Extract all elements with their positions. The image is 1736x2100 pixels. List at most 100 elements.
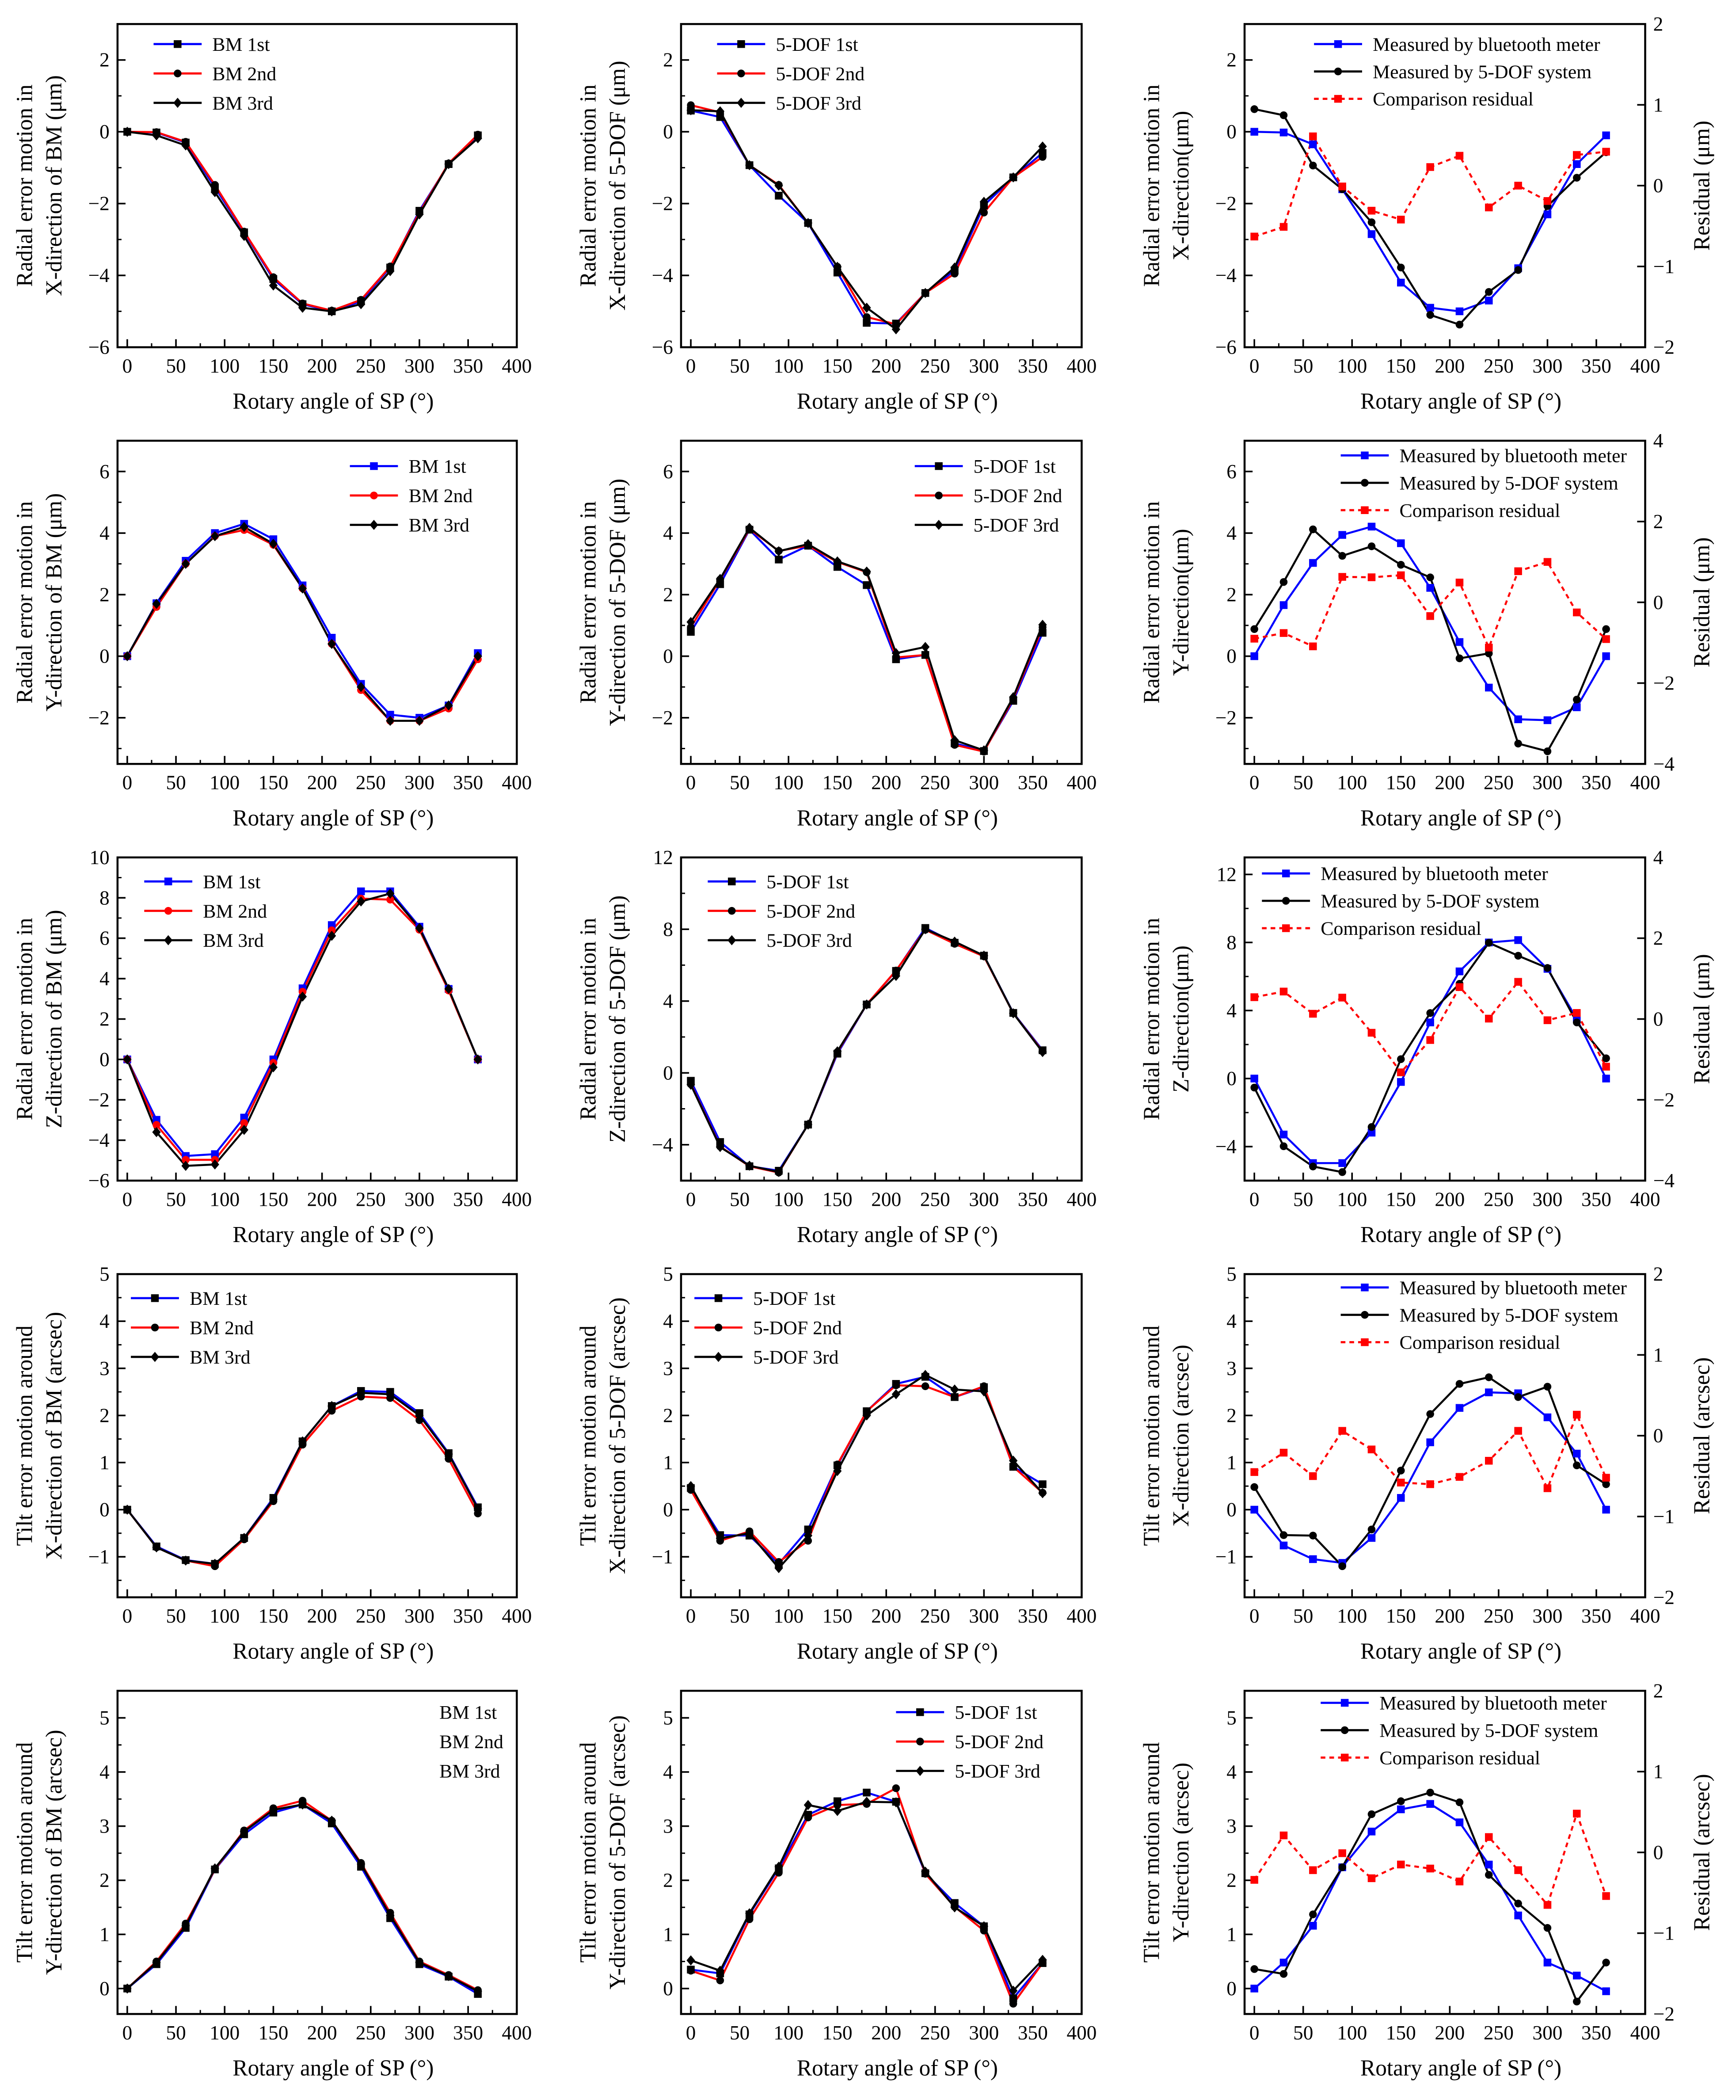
data-point bbox=[833, 1466, 842, 1476]
data-point bbox=[891, 971, 901, 981]
series-line-0 bbox=[1253, 1391, 1607, 1564]
data-point bbox=[1397, 1078, 1405, 1086]
data-point bbox=[1279, 1541, 1288, 1550]
data-point bbox=[444, 1449, 453, 1460]
data-point bbox=[716, 1965, 725, 1976]
chart-panel-r5c3: 0 50 100 150 200 250 300 350 400 0 1 2 3 4 5 −2 −1 0 1 2 Res… bbox=[1139, 1680, 1715, 2081]
x-tick-label: 150 bbox=[258, 355, 288, 377]
x-tick-label: 150 bbox=[1386, 355, 1416, 377]
legend-marker bbox=[737, 69, 745, 77]
legend-marker bbox=[916, 1708, 924, 1716]
y-axis-label: Tilt error motion around bbox=[1139, 1325, 1165, 1546]
x-tick-label: 300 bbox=[1532, 2022, 1562, 2044]
legend-label: BM 3rd bbox=[212, 93, 273, 114]
data-point bbox=[1397, 571, 1405, 579]
x-tick-label: 150 bbox=[822, 2022, 853, 2044]
data-point bbox=[1367, 542, 1376, 550]
legend-marker bbox=[164, 877, 172, 885]
data-point bbox=[980, 1382, 988, 1390]
y-tick-label: 2 bbox=[99, 1404, 110, 1426]
y-tick-label: 3 bbox=[663, 1815, 673, 1837]
y-tick-label: 0 bbox=[1226, 645, 1237, 667]
data-point bbox=[327, 926, 336, 934]
y-axis-label: Y-direction of BM (μm) bbox=[42, 493, 67, 712]
data-point bbox=[1279, 128, 1288, 137]
y-tick-label: 0 bbox=[663, 645, 673, 667]
plot-frame bbox=[116, 23, 518, 348]
y2-tick-label: −1 bbox=[1653, 1922, 1675, 1944]
y-axis-label: X-direction of 5-DOF (μm) bbox=[605, 61, 630, 310]
legend-marker bbox=[935, 462, 943, 470]
data-point bbox=[357, 887, 365, 896]
y-tick-label: −4 bbox=[88, 264, 110, 286]
series-line-2 bbox=[690, 526, 1044, 751]
x-tick-label: 100 bbox=[1337, 355, 1367, 377]
legend-label: 5-DOF 2nd bbox=[753, 1317, 842, 1338]
data-point bbox=[979, 1386, 989, 1397]
data-point bbox=[444, 1971, 453, 1982]
y-tick-label: 4 bbox=[663, 1761, 673, 1783]
data-point bbox=[1367, 1445, 1376, 1453]
x-tick-label: 50 bbox=[730, 1605, 750, 1627]
data-point bbox=[1602, 1505, 1610, 1514]
y-tick-label: −2 bbox=[652, 707, 673, 729]
data-point bbox=[1572, 703, 1581, 711]
legend-marker bbox=[369, 519, 378, 530]
legend: Measured by bluetooth meter Measured by 5… bbox=[1340, 1277, 1627, 1353]
y-tick-label: −6 bbox=[88, 336, 110, 358]
data-point bbox=[1514, 266, 1522, 274]
data-point bbox=[716, 1976, 724, 1985]
x-tick-label: 150 bbox=[258, 1605, 288, 1627]
data-point bbox=[921, 642, 930, 652]
data-point bbox=[1250, 1505, 1258, 1514]
series-line-2 bbox=[127, 130, 479, 313]
y-tick-label: −4 bbox=[88, 1129, 110, 1151]
y-tick-label: 0 bbox=[663, 1499, 673, 1521]
data-point bbox=[415, 209, 424, 220]
x-tick-label: 50 bbox=[166, 1188, 186, 1210]
data-point bbox=[386, 711, 394, 719]
data-point bbox=[892, 1784, 900, 1792]
data-point bbox=[1338, 1427, 1346, 1435]
data-point bbox=[716, 574, 725, 584]
series-line-0 bbox=[1254, 130, 1607, 313]
data-point bbox=[123, 1504, 132, 1515]
data-point bbox=[950, 1902, 959, 1913]
y2-tick-label: 0 bbox=[1653, 591, 1664, 614]
legend-marker bbox=[150, 1352, 160, 1362]
data-point bbox=[1514, 1427, 1522, 1435]
data-point bbox=[921, 1370, 930, 1380]
data-point bbox=[1367, 1874, 1376, 1883]
legend: 5-DOF 1st 5-DOF 2nd 5-DOF 3rd bbox=[896, 1702, 1043, 1782]
legend-label: Measured by 5-DOF system bbox=[1321, 891, 1539, 912]
legend-label: Measured by bluetooth meter bbox=[1400, 1277, 1627, 1299]
y2-tick-label: −1 bbox=[1653, 255, 1675, 278]
legend-label: Comparison residual bbox=[1379, 1747, 1540, 1768]
data-point bbox=[1397, 1068, 1405, 1076]
legend-label: BM 2nd bbox=[409, 485, 473, 507]
data-point bbox=[1397, 1055, 1405, 1063]
data-point bbox=[1426, 1480, 1434, 1488]
y-axis-label: Z-direction of 5-DOF (μm) bbox=[605, 896, 630, 1143]
data-point bbox=[123, 1054, 132, 1065]
data-point bbox=[950, 262, 959, 273]
legend-label: 5-DOF 3rd bbox=[753, 1347, 839, 1368]
data-point bbox=[1602, 131, 1610, 140]
data-point bbox=[123, 126, 132, 137]
data-point bbox=[951, 270, 959, 278]
y-tick-label: 4 bbox=[1226, 1310, 1237, 1332]
legend-label: BM 1st bbox=[212, 34, 270, 55]
x-tick-label: 150 bbox=[822, 355, 853, 377]
legend-marker bbox=[728, 877, 736, 885]
data-point bbox=[1009, 2000, 1017, 2008]
data-point bbox=[863, 319, 871, 327]
data-point bbox=[1426, 1036, 1434, 1044]
x-tick-label: 150 bbox=[822, 1605, 853, 1627]
data-point bbox=[473, 651, 482, 662]
y-tick-label: −4 bbox=[1215, 1136, 1237, 1158]
data-point bbox=[152, 1957, 161, 1968]
data-point bbox=[1543, 558, 1552, 566]
legend-marker bbox=[151, 1323, 159, 1332]
y-axis-label: Y-direction (arcsec) bbox=[1169, 1763, 1194, 1942]
